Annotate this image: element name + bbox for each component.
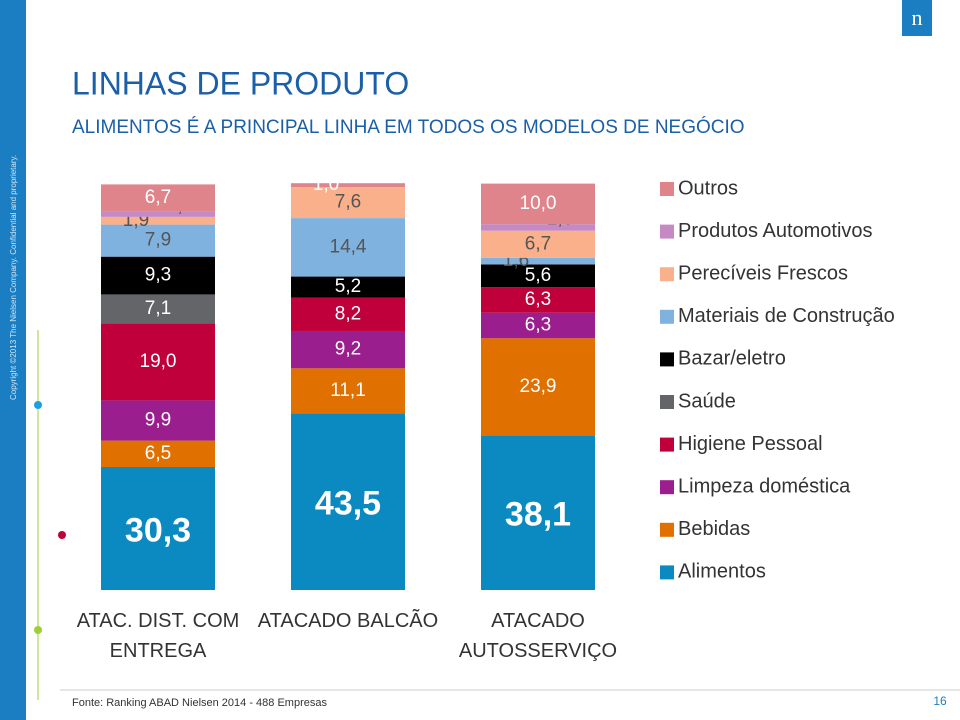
subtitle: ALIMENTOS É A PRINCIPAL LINHA EM TODOS O… (72, 116, 745, 138)
value-label: 6,3 (525, 315, 551, 336)
value-label: 7,9 (145, 230, 171, 251)
deco-dot (58, 531, 66, 539)
legend-swatch (660, 565, 674, 580)
legend-label: Bebidas (678, 518, 750, 540)
bar-segment (101, 211, 215, 217)
bar-segment (101, 466, 215, 590)
value-label: 7,6 (335, 192, 361, 213)
bar-segment (291, 218, 405, 277)
value-label: 6,7 (145, 187, 171, 208)
bar-segment (481, 230, 595, 258)
legend-swatch (660, 395, 674, 409)
legend-label: Bazar/eletro (678, 348, 786, 370)
bar-segment (291, 368, 405, 414)
legend-label: Alimentos (678, 561, 766, 583)
bar-segment (291, 297, 405, 331)
value-label: 6,3 (525, 289, 551, 310)
bar-segment (481, 257, 595, 265)
bar-segment (481, 312, 595, 339)
legend-swatch (660, 267, 674, 282)
value-label: 9,9 (145, 410, 171, 431)
bar-segment (101, 400, 215, 441)
category-label: ATACADO BALCÃO (257, 610, 439, 632)
bar-segment (101, 294, 215, 324)
bar-segment (291, 413, 405, 590)
legend-label: Higiene Pessoal (678, 433, 823, 455)
value-label: 30,3 (125, 511, 191, 549)
bar-segment (101, 224, 215, 257)
legend-label: Perecíveis Frescos (678, 262, 848, 284)
bar-segment (481, 224, 595, 231)
value-label: 7,1 (145, 298, 171, 319)
bar-segment (101, 440, 215, 467)
bar-segment (101, 323, 215, 401)
legend-swatch (660, 182, 674, 196)
value-label: 43,5 (315, 485, 381, 523)
category-label: ATAC. DIST. COM ENTREGA (76, 610, 240, 662)
legend-label: Outros (678, 177, 738, 199)
bar-segment (481, 264, 595, 288)
value-label: 6,5 (145, 443, 171, 464)
value-label: 23,9 (520, 376, 557, 397)
value-label: 1,0 (313, 174, 339, 195)
bar-segment (481, 338, 595, 436)
bar-segment (481, 183, 595, 225)
page-number: 16 (933, 694, 947, 708)
bar-segment (291, 187, 405, 219)
deco-dot (34, 401, 42, 409)
value-label: 10,0 (520, 193, 557, 214)
bar-segment (481, 435, 595, 590)
legend-label: Limpeza doméstica (678, 475, 851, 497)
logo-letter: n (912, 5, 923, 30)
bar-segment (291, 183, 405, 188)
value-label: 5,6 (525, 265, 551, 286)
legend-label: Materiais de Construção (678, 305, 895, 327)
bar-segment (291, 276, 405, 298)
value-label: 6,7 (525, 233, 551, 254)
value-label: 11,1 (330, 380, 366, 401)
legend-swatch (660, 480, 674, 495)
bar-segment (291, 330, 405, 369)
legend-swatch (660, 309, 674, 324)
legend-swatch (660, 224, 674, 239)
legend-swatch (660, 437, 674, 452)
copyright: Copyright ©2013 The Nielsen Company. Con… (9, 155, 18, 400)
value-label: 19,0 (140, 351, 177, 372)
category-label: ATACADO AUTOSSERVIÇO (458, 610, 618, 662)
legend-label: Produtos Automotivos (678, 220, 873, 242)
side-band (0, 0, 26, 720)
value-label: 5,2 (335, 276, 361, 297)
legend-swatch (660, 522, 674, 537)
value-label: 8,2 (335, 303, 361, 324)
source: Fonte: Ranking ABAD Nielsen 2014 - 488 E… (72, 697, 327, 709)
legend-swatch (660, 352, 674, 367)
bar-segment (481, 287, 595, 313)
value-label: 9,3 (145, 265, 171, 286)
title: LINHAS DE PRODUTO (72, 65, 409, 101)
value-label: 38,1 (505, 496, 571, 534)
bar-segment (101, 184, 215, 212)
value-label: 14,4 (330, 236, 367, 257)
deco-dot (34, 626, 42, 634)
bar-segment (101, 256, 215, 295)
legend-label: Saúde (678, 390, 736, 412)
bar-segment (101, 216, 215, 225)
logo (902, 0, 932, 36)
value-label: 9,2 (335, 339, 361, 360)
